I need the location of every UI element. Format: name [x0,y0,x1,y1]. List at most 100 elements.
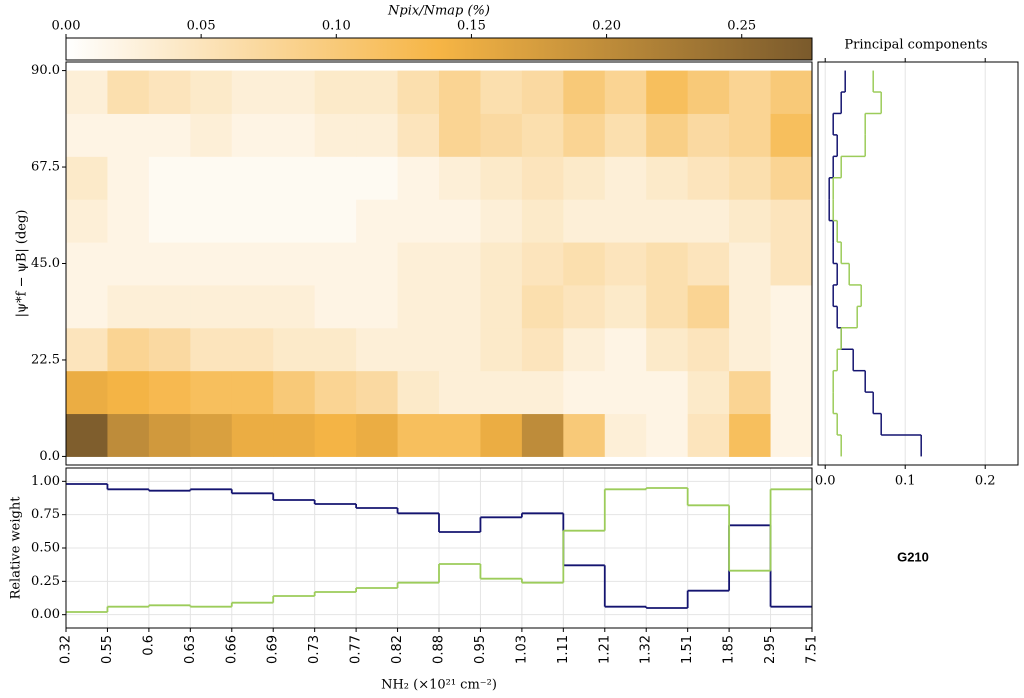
heat-cell [439,284,481,329]
x-tick-label: 0.66 [224,635,239,664]
heat-cell [480,156,523,200]
heat-cell [729,370,772,415]
y-tick-label: 0.0 [39,449,60,464]
heat-cell [148,70,191,114]
x-tick-label: 0.73 [307,635,322,664]
colorbar-tick-label: 0.05 [187,19,216,34]
heat-cell [273,156,316,200]
heat-cell [646,284,689,329]
heat-cell [646,113,689,157]
heat-cell [521,70,564,114]
heat-cell [604,327,647,372]
heat-cell [190,284,233,329]
heat-cell [604,156,647,200]
heat-cell [107,113,150,157]
heat-cell [770,370,813,415]
heat-cell [107,156,150,200]
heat-cell [397,327,440,372]
heat-cell [356,284,399,329]
y-tick-label: 0.00 [31,607,60,622]
heat-cell [729,199,772,243]
heat-cell [563,199,606,243]
y-tick-label: 1.00 [31,474,60,489]
heat-cell [521,413,564,457]
heat-cell [231,70,274,114]
colorbar-tick-label: 0.20 [592,19,621,34]
y-axis-label: Relative weight [9,496,24,600]
x-tick-label: 7.51 [805,635,820,664]
x-tick-label: 0.63 [183,635,198,664]
heat-cell [687,327,730,372]
heat-cell [273,113,316,157]
x-tick-label: 0.82 [390,635,405,664]
x-tick-label: 0.77 [349,635,364,664]
heat-cell [646,370,689,415]
heat-cell [521,284,564,329]
heat-cell [273,413,316,457]
heat-cell [646,156,689,200]
heat-cell [66,327,108,372]
heat-cell [190,199,233,243]
heat-cell [190,327,233,372]
annotation: G210 [897,549,929,564]
heat-cell [480,327,523,372]
heat-cell [66,70,108,114]
y-tick-label: 0.50 [31,541,60,556]
heat-cell [770,413,813,457]
heat-cell [563,284,606,329]
heat-cell [770,113,813,157]
heat-cell [231,113,274,157]
heat-cell [314,199,357,243]
frame [817,61,1019,466]
heat-cell [729,113,772,157]
heat-cell [480,284,523,329]
x-tick-label: 0.2 [975,474,996,489]
x-tick-label: 0.6 [141,635,156,656]
heat-cell [148,327,191,372]
heat-cell [687,413,730,457]
y-tick-label: 0.25 [31,574,60,589]
heat-cell [107,70,150,114]
heat-cell [604,70,647,114]
heat-cell [190,370,233,415]
heat-cell [521,327,564,372]
heat-cell [480,413,523,457]
heat-cell [563,327,606,372]
heat-cell [604,199,647,243]
frame [65,467,813,629]
heat-cell [148,199,191,243]
heat-cell [521,242,564,286]
heat-cell [397,113,440,157]
heat-cell [148,413,191,457]
heat-cell [231,370,274,415]
heat-cell [729,284,772,329]
x-tick-label: 1.85 [722,635,737,664]
heat-cell [439,413,481,457]
heat-cell [190,413,233,457]
heat-cell [563,413,606,457]
heat-cell [604,370,647,415]
heat-cell [646,242,689,286]
heat-cell [521,113,564,157]
heat-cell [397,156,440,200]
heat-cell [687,242,730,286]
heat-cell [66,156,108,200]
heat-cell [231,327,274,372]
x-tick-label: 0.69 [266,635,281,664]
heat-cell [314,327,357,372]
heat-cell [646,327,689,372]
x-tick-label: 0.95 [473,635,488,664]
heat-cell [563,70,606,114]
heat-cell [729,242,772,286]
heat-cell [148,284,191,329]
heat-cell [397,413,440,457]
heat-cell [687,284,730,329]
heat-cell [356,413,399,457]
heat-cell [273,370,316,415]
heat-cell [273,199,316,243]
heat-cell [190,70,233,114]
heat-cell [356,199,399,243]
x-tick-label: 0.88 [432,635,447,664]
